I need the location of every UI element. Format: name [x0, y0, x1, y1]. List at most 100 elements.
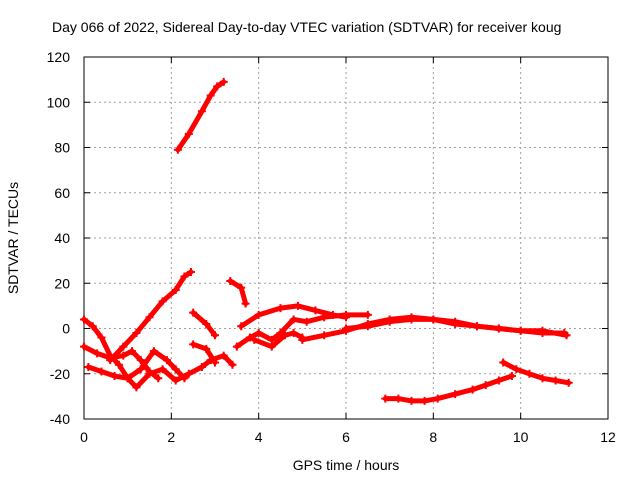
series-group: [80, 77, 573, 405]
data-point: [180, 374, 189, 383]
data-point: [363, 322, 372, 331]
data-point: [276, 304, 285, 313]
series-arc-c: [84, 347, 189, 383]
data-point: [468, 385, 477, 394]
data-point: [97, 367, 106, 376]
series-arc-b: [80, 342, 163, 383]
x-axis-title: GPS time / hours: [293, 457, 400, 473]
data-point: [342, 324, 350, 333]
data-point: [173, 145, 182, 154]
data-point: [84, 362, 93, 371]
data-point: [80, 315, 88, 324]
data-point: [451, 319, 460, 328]
data-point: [228, 360, 237, 369]
data-point: [171, 365, 180, 374]
data-point: [197, 362, 206, 371]
x-tick-label: 4: [255, 429, 263, 445]
data-point: [433, 394, 442, 403]
y-tick-label: 80: [54, 140, 70, 156]
data-point: [512, 365, 521, 374]
data-point: [171, 286, 180, 295]
x-tick-label: 8: [429, 429, 437, 445]
data-point: [267, 342, 276, 351]
data-point: [407, 315, 416, 324]
data-point: [145, 313, 154, 322]
series-line: [227, 278, 249, 307]
data-point: [119, 351, 128, 360]
data-point: [158, 365, 167, 374]
data-point: [180, 272, 189, 281]
data-point: [429, 315, 438, 324]
data-point: [293, 301, 302, 310]
data-point: [88, 322, 97, 331]
series-line: [107, 269, 194, 363]
y-tick-label: 20: [54, 275, 70, 291]
series-arc-l: [381, 372, 516, 405]
y-axis-title: SDTVAR / TECUs: [5, 182, 21, 294]
series-arc-m: [499, 358, 573, 387]
data-point: [516, 326, 525, 335]
data-point: [342, 313, 350, 322]
data-point: [158, 297, 167, 306]
data-point: [232, 342, 241, 351]
data-point: [538, 374, 547, 383]
data-point: [267, 335, 276, 344]
data-point: [494, 324, 503, 333]
data-point: [302, 317, 311, 326]
data-point: [499, 358, 508, 367]
data-point: [473, 322, 481, 331]
series-arc-k: [342, 315, 571, 340]
data-point: [551, 376, 560, 385]
data-point: [407, 396, 416, 405]
data-point: [128, 347, 137, 356]
series-line: [175, 79, 227, 153]
data-point: [186, 267, 195, 276]
data-point: [211, 358, 219, 367]
data-point: [562, 331, 571, 340]
data-point: [97, 333, 106, 342]
data-point: [237, 322, 246, 331]
series-arc-f: [226, 276, 250, 308]
grid: [84, 57, 608, 419]
data-point: [171, 376, 180, 385]
y-tick-label: 60: [54, 185, 70, 201]
data-point: [254, 329, 263, 338]
data-point: [154, 374, 163, 383]
data-point: [385, 317, 394, 326]
series-line: [190, 341, 218, 365]
data-point: [136, 356, 145, 365]
data-point: [420, 396, 429, 405]
axis-ticks: 0 2 4 6 8 10 12 -40 -20 0 20 40 60 80 100 120: [47, 49, 616, 445]
series-arc-h: [237, 301, 350, 331]
data-point: [202, 319, 211, 328]
data-point: [250, 335, 259, 344]
y-tick-label: 100: [47, 94, 71, 110]
data-point: [276, 329, 285, 338]
data-point: [394, 394, 403, 403]
data-point: [106, 353, 115, 362]
y-tick-label: 120: [47, 49, 71, 65]
data-point: [184, 369, 193, 378]
series-arc-high: [173, 77, 228, 154]
data-point: [254, 310, 263, 319]
data-point: [162, 356, 171, 365]
data-point: [149, 347, 158, 356]
data-point: [328, 310, 337, 319]
data-point: [381, 394, 390, 403]
data-point: [494, 376, 503, 385]
data-point: [280, 331, 289, 340]
data-point: [237, 283, 246, 292]
data-point: [110, 372, 119, 381]
data-point: [189, 308, 198, 317]
series-arc-d: [189, 340, 219, 367]
data-point: [481, 381, 490, 390]
series-arc-rise: [106, 267, 195, 365]
data-point: [197, 107, 206, 116]
data-point: [564, 378, 573, 387]
y-tick-label: -40: [50, 411, 70, 427]
data-point: [219, 77, 228, 86]
series-arc-e: [189, 308, 219, 340]
x-tick-label: 2: [167, 429, 175, 445]
data-point: [245, 333, 254, 342]
